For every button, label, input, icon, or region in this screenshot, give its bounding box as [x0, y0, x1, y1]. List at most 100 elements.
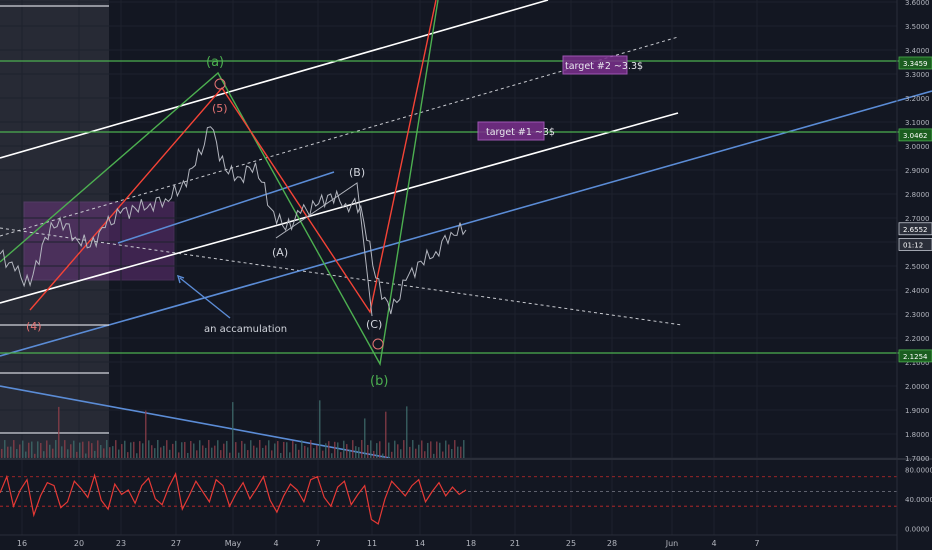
volume-bar — [376, 443, 378, 458]
volume-bar — [355, 446, 357, 458]
volume-bar — [286, 442, 288, 458]
volume-bar — [322, 450, 324, 458]
volume-bar — [154, 448, 156, 458]
time-tick-label: 4 — [273, 539, 278, 548]
volume-bar — [61, 446, 63, 458]
abc-wave[interactable] — [275, 182, 373, 317]
volume-bar — [295, 443, 297, 458]
oscillator-axis[interactable]: 80.0000 40.0000 0.0000 — [905, 466, 932, 533]
volume-bar — [334, 441, 336, 458]
volume-bar — [25, 451, 27, 458]
volume-bar — [73, 440, 75, 458]
grid — [0, 0, 897, 535]
volume-bar — [148, 440, 150, 458]
price-tick-label: 2.9000 — [905, 167, 930, 175]
volume-bar — [319, 400, 321, 458]
volume-bar — [301, 440, 303, 458]
red-wave-5[interactable] — [29, 0, 437, 314]
label-B: (B) — [349, 166, 365, 179]
price-label-box — [898, 56, 932, 70]
volume-bar — [163, 445, 165, 458]
volume-bar — [79, 442, 81, 458]
price-tick-label: 1.9000 — [905, 407, 930, 415]
volume-bar — [298, 449, 300, 458]
volume-bar — [97, 440, 99, 458]
volume-bar — [325, 443, 327, 458]
volume-bar — [37, 441, 39, 458]
volume-bar — [247, 450, 249, 458]
price-series — [0, 126, 467, 315]
price-label-box — [898, 349, 932, 363]
volume-bar — [316, 445, 318, 458]
volume-bar — [274, 443, 276, 458]
oscillator-line — [0, 471, 467, 525]
volume-bar — [412, 440, 414, 458]
volume-bar — [256, 447, 258, 458]
white-channel-lower[interactable] — [0, 112, 679, 304]
time-tick-label: 7 — [315, 539, 320, 548]
volume-bar — [403, 440, 405, 458]
volume-bar — [397, 444, 399, 458]
accumulation-box — [23, 201, 175, 281]
volume-bar — [202, 445, 204, 458]
oscillator-tick-label: 40.0000 — [905, 496, 932, 504]
volume-bar — [130, 442, 132, 458]
volume-bar — [205, 447, 207, 458]
time-tick-label: 7 — [754, 539, 759, 548]
volume-bar — [103, 448, 105, 458]
label-C: (C) — [366, 318, 382, 331]
arrow-head — [176, 274, 185, 284]
volume-bar — [178, 452, 180, 458]
label-5: (5) — [212, 102, 228, 115]
price-tick-label: 2.3000 — [905, 311, 930, 319]
volume-bar — [106, 440, 108, 458]
volume-bar — [64, 440, 66, 458]
volume-bar — [280, 452, 282, 458]
white-dashed-down[interactable] — [0, 227, 683, 326]
price-tick-label: 2.2000 — [905, 335, 930, 343]
volume-bar — [88, 441, 90, 458]
accumulation-arrow — [179, 277, 231, 319]
volume-bar — [433, 453, 435, 458]
volume-bar — [118, 449, 120, 458]
price-tick-label: 2.1000 — [905, 359, 930, 367]
volume-bar — [91, 443, 93, 458]
volume-bar — [175, 440, 177, 458]
volume-bar — [340, 452, 342, 458]
price-tick-label: 1.8000 — [905, 431, 930, 439]
label-b: (b) — [370, 374, 388, 389]
blue-support-line[interactable] — [0, 90, 932, 357]
price-label-box — [898, 128, 932, 142]
volume-bar — [292, 440, 294, 458]
volume-bar — [235, 442, 237, 458]
volume-bar — [382, 453, 384, 458]
volume-bar — [364, 418, 366, 458]
volume-bar — [112, 446, 114, 458]
volume-bar — [181, 442, 183, 458]
volume-bar — [379, 441, 381, 458]
time-axis[interactable]: 16 20 23 27 May 4 7 11 14 18 21 25 28 Jun 4 7 — [17, 539, 760, 548]
volume-bar — [13, 440, 15, 458]
target-1-label: target #1 ~3$ — [486, 127, 555, 138]
volume-bar — [268, 440, 270, 458]
volume-bar — [19, 444, 21, 458]
price-label-text: 3.0462 — [903, 132, 928, 140]
volume-bar — [190, 441, 192, 458]
volume-bar — [1, 448, 3, 458]
oscillator-panel — [0, 471, 897, 525]
target-1-box — [477, 121, 545, 141]
volume-bar — [139, 441, 141, 458]
price-tick-label: 2.7000 — [905, 215, 930, 223]
volume-bar — [283, 441, 285, 458]
volume-bar — [262, 447, 264, 458]
price-tick-label: 1.7000 — [905, 455, 930, 463]
blue-channel-line[interactable] — [117, 171, 335, 244]
volume-bar — [16, 449, 18, 458]
time-tick-label: 18 — [466, 539, 476, 548]
volume-bar — [289, 452, 291, 458]
volume-bar — [199, 440, 201, 458]
volume-bar — [454, 440, 456, 458]
green-wave-a[interactable] — [0, 0, 439, 367]
volume-bar — [367, 444, 369, 458]
